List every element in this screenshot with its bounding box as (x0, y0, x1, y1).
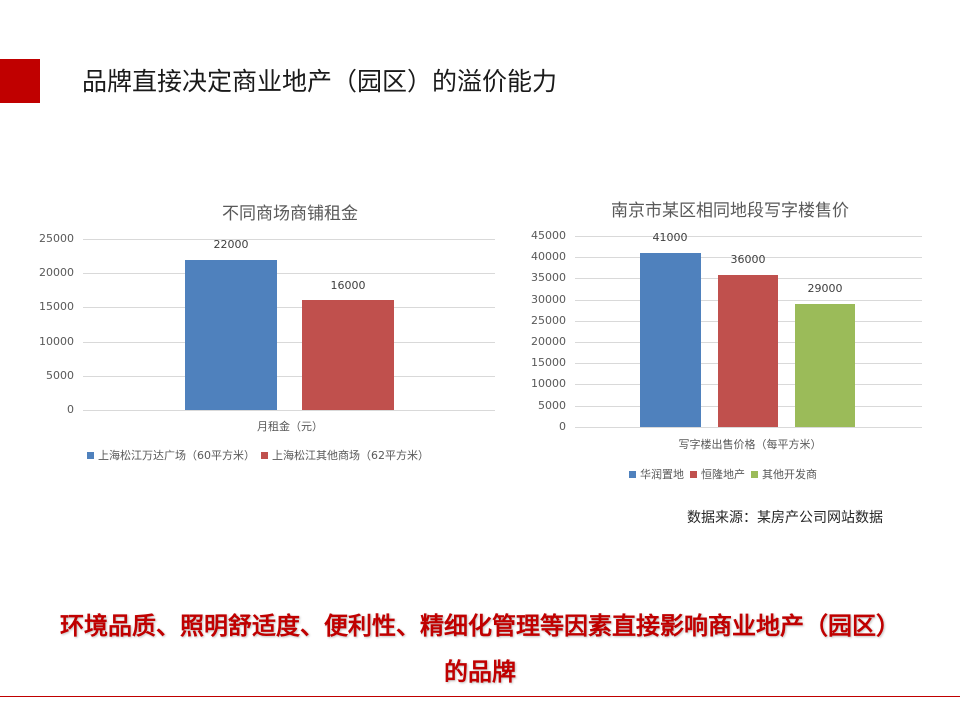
y-tick: 15000 (39, 300, 74, 313)
legend-label: 其他开发商 (762, 468, 817, 481)
title-accent-block (0, 59, 40, 103)
legend-label: 华润置地 (640, 468, 684, 481)
x-axis (83, 410, 495, 411)
gridline (83, 376, 495, 377)
y-tick: 25000 (531, 314, 566, 327)
y-tick: 40000 (531, 250, 566, 263)
bar-other-malls (302, 300, 394, 410)
legend-swatch-blue (87, 451, 94, 459)
x-axis (575, 427, 922, 428)
conclusion-line-1: 环境品质、照明舒适度、便利性、精细化管理等因素直接影响商业地产（园区） (60, 612, 900, 640)
legend-item: 上海松江万达广场（60平方米） (87, 447, 255, 463)
gridline (83, 273, 495, 274)
data-source-note: 数据来源：某房产公司网站数据 (687, 510, 883, 526)
legend-label: 上海松江万达广场（60平方米） (98, 449, 255, 462)
data-label: 29000 (807, 282, 843, 295)
y-tick: 25000 (39, 232, 74, 245)
legend-swatch-blue (629, 470, 636, 478)
gridline (83, 239, 495, 240)
y-tick: 5000 (538, 399, 566, 412)
bottom-divider (0, 696, 960, 697)
chart-title: 不同商场商铺租金 (222, 204, 358, 224)
legend-label: 上海松江其他商场（62平方米） (272, 449, 429, 462)
legend-swatch-red (690, 470, 697, 478)
bar-other-developers (795, 304, 855, 427)
category-label: 写字楼出售价格（每平方米） (678, 438, 822, 451)
data-label: 41000 (652, 231, 688, 244)
y-tick: 5000 (46, 369, 74, 382)
y-tick: 35000 (531, 271, 566, 284)
y-tick: 30000 (531, 293, 566, 306)
y-tick: 15000 (531, 356, 566, 369)
gridline (575, 257, 922, 258)
chart-legend: 华润置地 恒隆地产 其他开发商 (629, 466, 823, 482)
y-tick: 10000 (531, 377, 566, 390)
data-label: 36000 (730, 253, 766, 266)
y-tick: 10000 (39, 335, 74, 348)
bar-china-resources-land (640, 253, 701, 427)
legend-item: 恒隆地产 (690, 466, 745, 482)
gridline (83, 342, 495, 343)
category-label: 月租金（元） (257, 420, 323, 433)
y-tick: 0 (67, 403, 74, 416)
legend-swatch-green (751, 470, 758, 478)
y-tick: 0 (559, 420, 566, 433)
legend-item: 其他开发商 (751, 466, 817, 482)
y-tick: 20000 (39, 266, 74, 279)
legend-item: 上海松江其他商场（62平方米） (261, 447, 429, 463)
conclusion-line-2: 的品牌 (444, 658, 516, 686)
y-tick: 45000 (531, 229, 566, 242)
legend-item: 华润置地 (629, 466, 684, 482)
chart-title: 南京市某区相同地段写字楼售价 (611, 201, 849, 221)
data-label: 22000 (213, 238, 249, 251)
legend-label: 恒隆地产 (701, 468, 745, 481)
bar-wanda (185, 260, 277, 410)
chart-legend: 上海松江万达广场（60平方米） 上海松江其他商场（62平方米） (87, 447, 435, 463)
legend-swatch-red (261, 451, 268, 459)
data-label: 16000 (330, 279, 366, 292)
gridline (83, 307, 495, 308)
bar-hang-lung (718, 275, 778, 427)
gridline (575, 236, 922, 237)
y-tick: 20000 (531, 335, 566, 348)
page-title: 品牌直接决定商业地产（园区）的溢价能力 (82, 67, 558, 96)
